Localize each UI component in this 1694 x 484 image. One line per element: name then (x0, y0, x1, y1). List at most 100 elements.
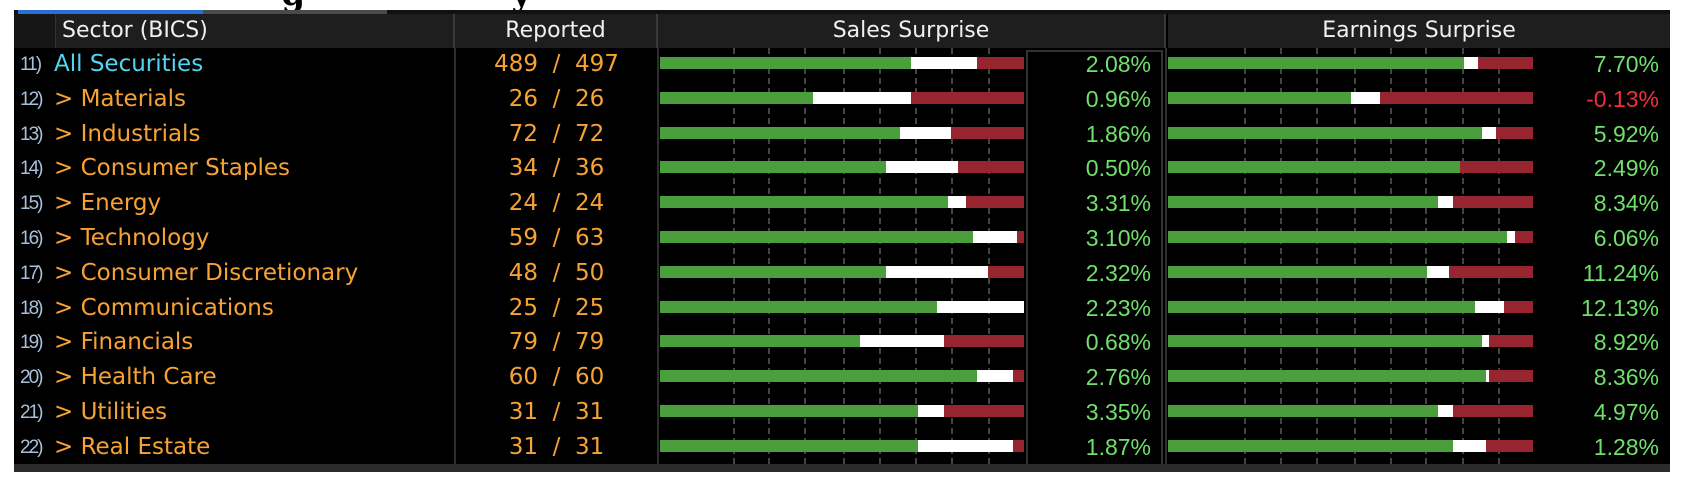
sector-name[interactable]: > Consumer Staples (54, 155, 291, 182)
column-header-sector[interactable]: Sector (BICS) (14, 14, 455, 48)
inline-segment (1485, 370, 1490, 383)
miss-segment (1449, 265, 1533, 278)
miss-segment (1503, 300, 1533, 313)
tab-active[interactable] (18, 10, 203, 14)
sector-name[interactable]: > Industrials (54, 120, 201, 147)
beat-segment (1168, 57, 1464, 69)
sector-name[interactable]: > Materials (54, 85, 187, 112)
inline-segment (911, 57, 977, 69)
earnings-surprise-value: 4.97% (1593, 399, 1659, 425)
tab-strip (14, 10, 1670, 14)
table-row[interactable]: 21) > Utilities 31 / 31 3.35% 4.97% (14, 395, 1670, 430)
sector-name[interactable]: > Communications (54, 294, 274, 321)
row-index: 13) (20, 123, 44, 145)
earnings-surprise-bar (1168, 196, 1533, 209)
table-row[interactable]: 14) > Consumer Staples 34 / 36 0.50% 2.4… (14, 151, 1670, 186)
table-row[interactable]: 12) > Materials 26 / 26 0.96% -0.13% (14, 82, 1670, 117)
sector-name[interactable]: > Utilities (54, 399, 168, 425)
sales-surprise-value: 0.50% (1085, 155, 1151, 182)
table-row[interactable]: 22) > Real Estate 31 / 31 1.87% 1.28% (14, 430, 1670, 465)
gridline (1244, 48, 1246, 464)
beat-segment (1168, 231, 1508, 243)
table-row[interactable]: 20) > Health Care 60 / 60 2.76% 8.36% (14, 360, 1670, 395)
sector-name[interactable]: > Financials (54, 329, 194, 356)
gridline (1425, 48, 1427, 464)
beat-segment (1168, 335, 1482, 348)
reported-count: 60 / 60 (508, 364, 605, 391)
table-row[interactable]: 17) > Consumer Discretionary 48 / 50 2.3… (14, 256, 1670, 291)
table-row[interactable]: 11) All Securities 489 / 497 2.08% 7.70% (14, 47, 1670, 82)
miss-segment (1452, 196, 1533, 209)
inline-segment (1474, 300, 1504, 313)
inline-segment (947, 196, 966, 209)
sector-name[interactable]: > Real Estate (54, 433, 211, 460)
earnings-surprise-value: -0.13% (1586, 85, 1659, 112)
table-row[interactable]: 18) > Communications 25 / 25 2.23% 12.13… (14, 291, 1670, 326)
row-index: 20) (20, 367, 44, 389)
tab-inactive[interactable] (203, 10, 387, 14)
sales-value-box (1026, 50, 1163, 464)
table-row[interactable]: 15) > Energy 24 / 24 3.31% 8.34% (14, 186, 1670, 221)
earnings-surprise-panel: Sector (BICS) Reported Sales Surprise Ea… (14, 10, 1670, 472)
inline-segment (1427, 265, 1450, 278)
sector-name[interactable]: > Consumer Discretionary (54, 259, 359, 286)
sales-surprise-bar (660, 196, 1024, 209)
earnings-surprise-value: 12.13% (1580, 294, 1659, 321)
sector-name[interactable]: > Technology (54, 225, 210, 251)
row-index: 15) (20, 193, 44, 215)
gridline (768, 48, 770, 464)
column-header-reported[interactable]: Reported (455, 14, 658, 48)
miss-segment (1489, 370, 1533, 383)
beat-segment (660, 91, 813, 104)
beat-segment (660, 57, 912, 69)
reported-count: 34 / 36 (508, 155, 605, 182)
beat-segment (1168, 405, 1439, 417)
column-header-sales-surprise[interactable]: Sales Surprise (658, 14, 1166, 48)
sales-surprise-bar (660, 231, 1024, 243)
sales-surprise-value: 2.08% (1085, 51, 1151, 77)
earnings-surprise-bar (1168, 231, 1533, 243)
table-row[interactable]: 16) > Technology 59 / 63 3.10% 6.06% (14, 221, 1670, 256)
miss-segment (958, 161, 1024, 174)
miss-segment (987, 265, 1024, 278)
sales-surprise-value: 2.23% (1085, 294, 1151, 321)
sales-surprise-value: 3.35% (1085, 399, 1151, 425)
gridline (733, 48, 735, 464)
inline-segment (812, 91, 912, 104)
beat-segment (660, 370, 977, 383)
beat-segment (1168, 439, 1453, 452)
horizontal-scrollbar[interactable] (14, 464, 1670, 472)
sales-surprise-bar (660, 126, 1024, 139)
sector-name[interactable]: All Securities (54, 51, 204, 77)
beat-segment (660, 265, 886, 278)
beat-segment (660, 439, 919, 452)
sales-surprise-bar (660, 405, 1024, 417)
miss-segment (1485, 439, 1533, 452)
row-index: 19) (20, 332, 44, 354)
sales-surprise-value: 3.31% (1085, 190, 1151, 217)
inline-segment (976, 370, 1014, 383)
reported-count: 59 / 63 (508, 225, 605, 251)
sector-name[interactable]: > Health Care (54, 364, 217, 391)
column-divider (1165, 48, 1167, 468)
column-header-earnings-surprise[interactable]: Earnings Surprise (1168, 14, 1670, 48)
inline-segment (860, 335, 944, 348)
beat-segment (660, 335, 861, 348)
sales-surprise-value: 1.87% (1085, 433, 1151, 460)
earnings-surprise-value: 5.92% (1593, 120, 1659, 147)
gridline (1390, 48, 1392, 464)
sector-name[interactable]: > Energy (54, 190, 162, 217)
sales-surprise-value: 2.32% (1085, 259, 1151, 286)
beat-segment (660, 231, 974, 243)
sales-surprise-bar (660, 300, 1024, 313)
gridline (1462, 48, 1464, 464)
beat-segment (660, 405, 919, 417)
row-index: 14) (20, 158, 44, 180)
inline-segment (1463, 57, 1479, 69)
sales-surprise-value: 2.76% (1085, 364, 1151, 391)
table-row[interactable]: 13) > Industrials 72 / 72 1.86% 5.92% (14, 117, 1670, 152)
inline-segment (1481, 335, 1490, 348)
earnings-surprise-value: 11.24% (1582, 259, 1659, 286)
table-row[interactable]: 19) > Financials 79 / 79 0.68% 8.92% (14, 325, 1670, 360)
gridline (1316, 48, 1318, 464)
